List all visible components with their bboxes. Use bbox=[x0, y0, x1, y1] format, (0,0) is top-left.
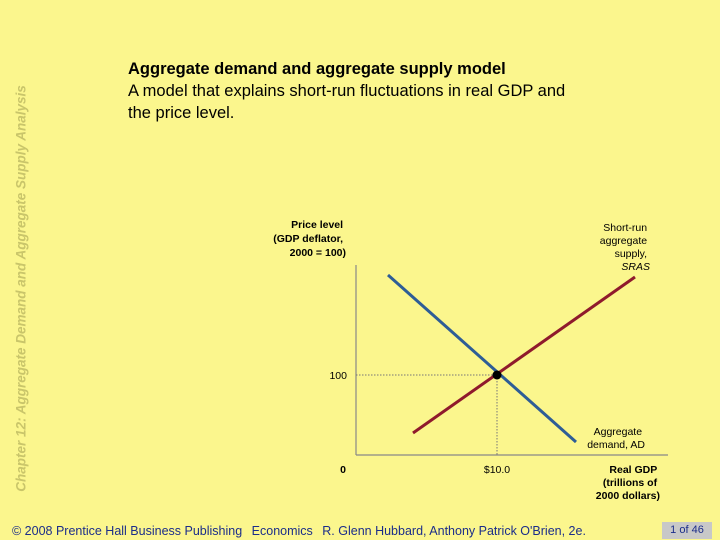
sras-curve bbox=[412, 275, 636, 435]
footer-book: Economics bbox=[251, 524, 313, 538]
footer: © 2008 Prentice Hall Business Publishing… bbox=[12, 524, 592, 538]
footer-authors: R. Glenn Hubbard, Anthony Patrick O'Brie… bbox=[322, 524, 586, 538]
sras-label-line-4: SRAS bbox=[621, 261, 650, 273]
y-tick-label: 100 bbox=[329, 370, 347, 382]
sras-label-line-3: supply, bbox=[615, 248, 648, 260]
sras-label-line-2: aggregate bbox=[600, 235, 647, 247]
definition-term: Aggregate demand and aggregate supply mo… bbox=[128, 60, 506, 78]
x-axis-label: Real GDP (trillions of 2000 dollars) bbox=[596, 464, 660, 502]
equilibrium-point bbox=[492, 370, 502, 380]
origin-label: 0 bbox=[340, 464, 346, 476]
sras-label-line-1: Short-run bbox=[603, 222, 647, 234]
ad-label-line-1: Aggregate bbox=[594, 426, 643, 438]
definition-text: A model that explains short-run fluctuat… bbox=[128, 82, 566, 122]
x-axis-label-line-3: 2000 dollars) bbox=[596, 490, 660, 502]
y-axis-label: Price level (GDP deflator, 2000 = 100) bbox=[273, 219, 346, 259]
ad-curve bbox=[387, 273, 577, 444]
ad-label-line-2: demand, AD bbox=[587, 439, 645, 451]
y-axis-label-line-3: 2000 = 100) bbox=[290, 247, 346, 259]
page-number-badge: 1 of 46 bbox=[662, 522, 712, 539]
sras-label: Short-run aggregate supply, SRAS bbox=[600, 222, 650, 273]
x-tick-label: $10.0 bbox=[484, 464, 510, 476]
ad-label: Aggregate demand, AD bbox=[587, 426, 645, 451]
definition-block: Aggregate demand and aggregate supply mo… bbox=[128, 58, 608, 124]
footer-copyright: © 2008 Prentice Hall Business Publishing bbox=[12, 524, 243, 538]
y-axis-label-line-2: (GDP deflator, bbox=[273, 233, 343, 245]
x-axis-label-line-1: Real GDP bbox=[609, 464, 657, 476]
x-axis-label-line-2: (trillions of bbox=[603, 477, 658, 489]
y-axis-label-line-1: Price level bbox=[291, 219, 343, 231]
